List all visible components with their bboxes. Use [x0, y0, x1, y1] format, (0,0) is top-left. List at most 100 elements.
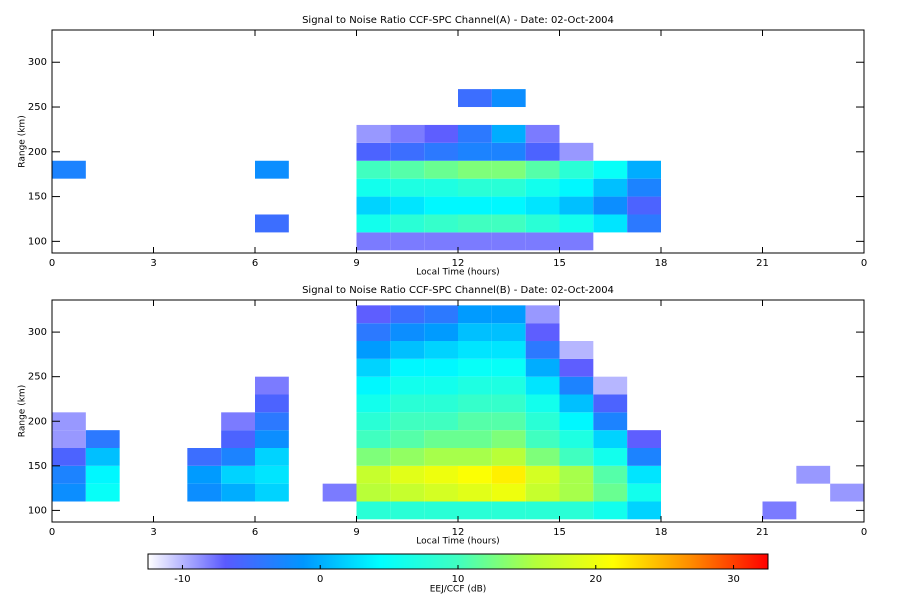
heat-cell — [390, 232, 425, 251]
heat-cell — [593, 465, 628, 484]
heat-cell — [390, 412, 425, 431]
heat-cell — [356, 430, 391, 448]
heat-cell — [390, 376, 425, 395]
heat-cell — [424, 430, 458, 448]
heat-cell — [221, 465, 255, 484]
heat-cell — [458, 214, 492, 233]
colorbar-tick-label: 20 — [589, 574, 602, 585]
heat-cell — [458, 232, 492, 251]
heat-cell — [491, 430, 526, 448]
x-tick-label: 15 — [553, 258, 566, 269]
heat-cell — [491, 448, 526, 466]
x-tick-label: 0 — [49, 258, 55, 269]
heat-cell — [491, 394, 526, 413]
x-axis-label: Local Time (hours) — [416, 537, 499, 547]
heat-cell — [627, 465, 661, 484]
heat-cell — [830, 483, 864, 502]
heat-cell — [424, 305, 458, 324]
heat-cell — [491, 323, 526, 342]
heat-cell — [322, 483, 357, 502]
heat-cell — [255, 483, 289, 502]
heat-cell — [356, 323, 391, 342]
x-tick-label: 12 — [452, 527, 465, 538]
heat-cell — [221, 448, 255, 466]
heat-cell — [593, 501, 628, 520]
heat-cell — [52, 430, 86, 448]
heat-cell — [762, 501, 797, 520]
heat-cell — [559, 358, 594, 377]
heat-cell — [424, 124, 458, 143]
heat-cell — [559, 412, 594, 431]
heat-cell — [525, 376, 560, 395]
y-tick-label: 200 — [28, 147, 47, 158]
heat-cell — [356, 448, 391, 466]
heat-cell — [458, 124, 492, 143]
heat-cell — [356, 501, 391, 520]
heat-cell — [593, 394, 628, 413]
heat-cell — [390, 465, 425, 484]
heat-cell — [255, 214, 289, 233]
x-tick-label: 6 — [252, 527, 258, 538]
heat-cell — [559, 160, 594, 179]
heat-cell — [424, 214, 458, 233]
heat-cell — [458, 341, 492, 359]
heat-cell — [593, 483, 628, 502]
heat-cell — [593, 448, 628, 466]
heat-cell — [424, 501, 458, 520]
heat-cell — [458, 178, 492, 197]
x-tick-label: 0 — [861, 527, 867, 538]
heat-cell — [525, 448, 560, 466]
heat-cell — [390, 323, 425, 342]
heat-cell — [559, 465, 594, 484]
heat-cell — [491, 124, 526, 143]
heat-cell — [491, 232, 526, 251]
heat-cell — [52, 160, 86, 179]
heat-cell — [458, 358, 492, 377]
heat-cell — [525, 394, 560, 413]
heat-cell — [458, 501, 492, 520]
heat-cell — [627, 196, 661, 215]
heat-cell — [458, 412, 492, 431]
heat-cell — [390, 142, 425, 161]
heat-cell — [255, 160, 289, 179]
heat-cell — [424, 394, 458, 413]
chart-title: Signal to Noise Ratio CCF-SPC Channel(B)… — [302, 285, 614, 296]
heat-cell — [593, 376, 628, 395]
heat-cell — [424, 160, 458, 179]
heat-cell — [593, 214, 628, 233]
heat-cell — [424, 196, 458, 215]
heat-cell — [52, 448, 86, 466]
heat-cell — [559, 483, 594, 502]
colorbar-tick-label: -10 — [174, 574, 190, 585]
heat-cell — [491, 160, 526, 179]
heat-cell — [356, 232, 391, 251]
x-tick-label: 3 — [150, 527, 156, 538]
heat-cell — [525, 430, 560, 448]
heat-cell — [356, 358, 391, 377]
y-tick-label: 250 — [28, 372, 47, 383]
heat-cell — [390, 448, 425, 466]
heat-cell — [52, 483, 86, 502]
heat-cell — [559, 501, 594, 520]
heat-cell — [390, 430, 425, 448]
heat-cell — [559, 214, 594, 233]
colorbar-tick-label: 30 — [727, 574, 740, 585]
heat-cell — [491, 501, 526, 520]
heat-cell — [525, 178, 560, 197]
heat-cell — [627, 178, 661, 197]
heat-cell — [85, 483, 120, 502]
heat-cell — [525, 196, 560, 215]
heat-cell — [458, 89, 492, 108]
heat-cell — [85, 430, 120, 448]
heat-cell — [525, 214, 560, 233]
y-tick-label: 150 — [28, 192, 47, 203]
heat-cell — [458, 376, 492, 395]
heat-cell — [356, 305, 391, 324]
heat-cell — [627, 501, 661, 520]
heat-cell — [255, 412, 289, 431]
heat-cell — [593, 160, 628, 179]
heat-cell — [458, 160, 492, 179]
heat-cell — [356, 160, 391, 179]
heat-cell — [187, 448, 222, 466]
heat-cell — [356, 483, 391, 502]
